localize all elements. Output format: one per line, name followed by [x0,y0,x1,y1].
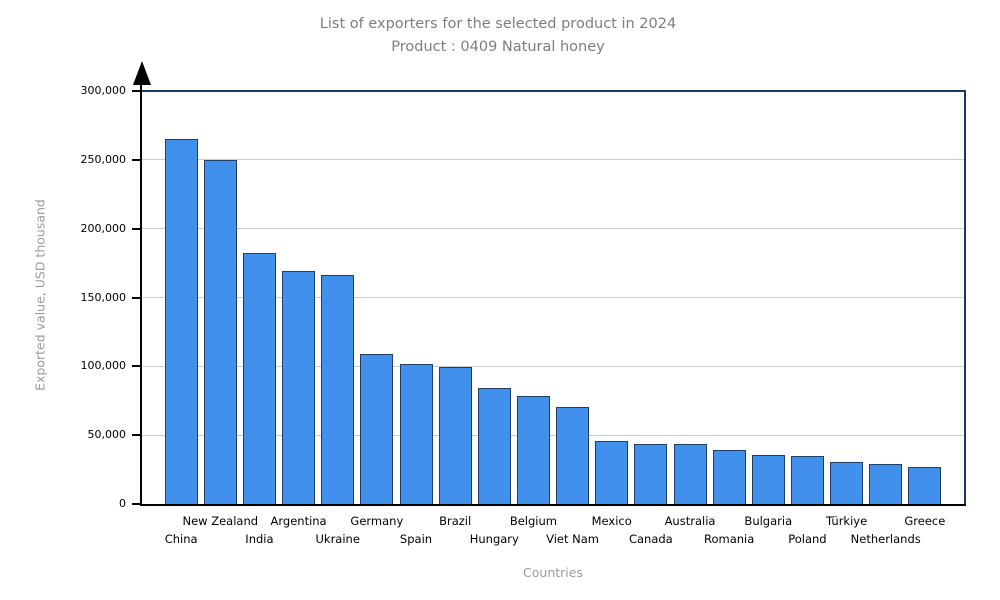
y-tick-300000 [132,90,142,92]
x-cat-label-poland: Poland [788,532,827,546]
bar-t-rkiye [830,462,864,505]
bar-belgium [516,396,550,505]
y-axis-arrow-icon [133,61,151,85]
bar-hungary [477,388,511,505]
y-tick-label-250000: 250,000 [80,152,127,166]
bar-viet-nam [556,407,590,505]
x-cat-label-romania: Romania [703,532,755,546]
bar-argentina [282,271,316,505]
bar-poland [790,456,824,505]
bar-ukraine [321,275,355,505]
x-cat-label-argentina: Argentina [270,514,327,528]
x-axis-title: Countries [523,565,583,580]
gridline-200000 [142,228,964,230]
bar-germany [360,354,394,505]
y-tick-50000 [132,434,142,437]
y-tick-label-100000: 100,000 [80,359,127,373]
y-tick-100000 [132,365,142,368]
x-cat-label-australia: Australia [664,514,716,528]
x-cat-label-mexico: Mexico [591,514,632,528]
chart-title-line1: List of exporters for the selected produ… [319,16,677,32]
bar-canada [634,444,668,505]
bar-spain [399,364,433,505]
y-tick-label-0: 0 [119,497,126,510]
y-tick-150000 [132,296,142,299]
x-cat-label-bulgaria: Bulgaria [744,514,793,528]
chart-title: List of exporters for the selected produ… [0,13,996,59]
plot-border-top [142,90,966,92]
plot-border-right [964,90,966,506]
bar-brazil [438,367,472,505]
x-cat-label-viet-nam: Viet Nam [546,532,600,546]
y-tick-250000 [132,158,142,161]
gridline-50000 [142,434,964,436]
bar-netherlands [869,464,903,505]
bar-australia [673,444,707,505]
x-cat-label-ukraine: Ukraine [315,532,360,546]
x-cat-label-hungary: Hungary [469,532,519,546]
gridline-100000 [142,365,964,367]
y-axis-line [140,85,142,506]
bar-china [164,139,198,505]
gridline-250000 [142,159,964,161]
x-cat-label-india: India [245,532,274,546]
plot-area [142,91,964,505]
y-tick-label-50000: 50,000 [87,428,127,442]
x-cat-label-china: China [164,532,198,546]
chart-title-line2: Product : 0409 Natural honey [391,39,605,55]
y-tick-label-200000: 200,000 [80,221,127,235]
x-cat-label-germany: Germany [350,514,404,528]
bar-mexico [595,441,629,505]
bar-new-zealand [203,160,237,505]
y-tick-0 [132,503,142,505]
y-tick-label-300000: 300,000 [80,84,127,97]
x-cat-label-belgium: Belgium [509,514,557,528]
x-cat-label-spain: Spain [399,532,433,546]
bar-greece [908,467,942,505]
x-cat-label-greece: Greece [904,514,946,528]
y-tick-label-150000: 150,000 [80,290,127,304]
x-cat-label-brazil: Brazil [439,514,472,528]
x-axis-line [140,504,966,506]
bar-bulgaria [751,455,785,505]
x-cat-label-t-rkiye: Türkiye [825,514,868,528]
y-tick-200000 [132,227,142,230]
x-cat-label-canada: Canada [628,532,673,546]
bar-romania [712,450,746,505]
x-cat-label-netherlands: Netherlands [850,532,921,546]
gridline-150000 [142,297,964,298]
bar-india [242,253,276,505]
x-cat-label-new-zealand: New Zealand [182,514,259,528]
